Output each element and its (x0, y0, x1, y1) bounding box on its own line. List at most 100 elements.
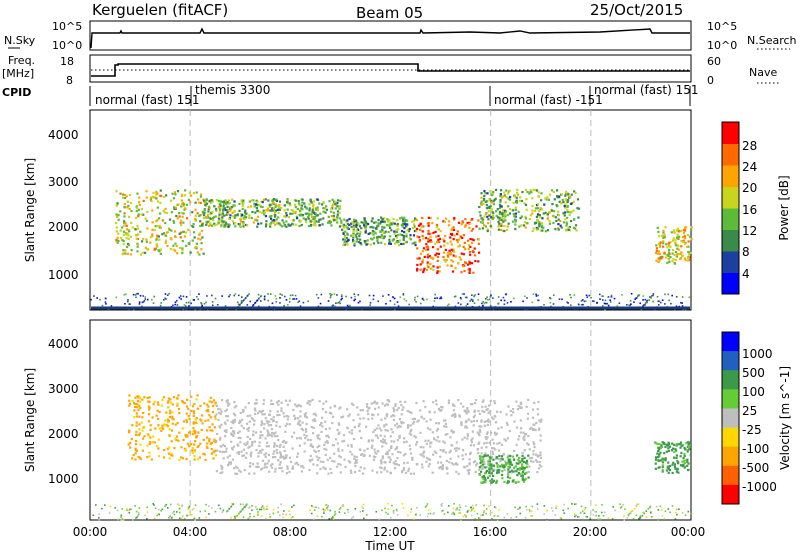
velocity-point (247, 401, 250, 405)
velocity-point (146, 517, 148, 520)
velocity-point (108, 512, 111, 514)
power-point (393, 303, 396, 306)
velocity-point (321, 425, 324, 428)
velocity-point (673, 450, 676, 453)
power-point (450, 243, 453, 246)
power-point (203, 214, 206, 217)
velocity-point (395, 463, 399, 466)
power-point (265, 209, 268, 212)
velocity-point (531, 505, 534, 508)
power-point (395, 230, 398, 233)
velocity-point (514, 469, 517, 473)
velocity-point (661, 457, 664, 460)
velocity-point (402, 507, 405, 509)
power-point (411, 220, 414, 223)
power-point (416, 235, 419, 238)
velocity-point (494, 432, 497, 436)
velocity-point (495, 456, 499, 459)
velocity-point (147, 400, 150, 403)
velocity-point (174, 423, 177, 426)
velocity-point (519, 468, 522, 472)
power-point (169, 247, 172, 251)
velocity-point (218, 438, 222, 441)
power-point (540, 199, 543, 202)
velocity-point (288, 510, 290, 513)
power-point (520, 215, 523, 218)
velocity-point (383, 439, 386, 442)
velocity-point (424, 439, 427, 442)
power-point (618, 302, 621, 305)
velocity-point (362, 503, 365, 506)
velocity-point (469, 451, 472, 454)
velocity-point (414, 436, 418, 439)
power-point (182, 212, 185, 215)
power-point (537, 195, 541, 198)
velocity-point (485, 446, 488, 449)
power-point (163, 299, 165, 301)
velocity-point (486, 407, 489, 411)
power-point (499, 198, 502, 202)
velocity-point (466, 406, 469, 410)
xtick-3: 12:00 (373, 525, 408, 539)
power-point (531, 204, 534, 207)
velocity-point (151, 441, 155, 444)
power-point (521, 190, 524, 194)
power-point (357, 228, 360, 231)
power-point (524, 188, 528, 192)
power-point (276, 208, 279, 211)
velocity-point (378, 427, 381, 430)
power-point (285, 220, 288, 223)
velocity-point (450, 414, 454, 417)
power-point (504, 219, 507, 222)
power-point (598, 293, 601, 296)
power-point (418, 239, 422, 242)
velocity-point (516, 426, 519, 429)
velocity-point (478, 473, 482, 476)
velocity-point (492, 464, 495, 467)
power-point (445, 259, 448, 262)
power-point (545, 198, 548, 201)
power-point (122, 193, 125, 196)
velocity-point (363, 467, 366, 470)
power-point (124, 232, 128, 235)
velocity-point (193, 450, 196, 453)
velocity-point (381, 445, 384, 448)
velocity-point (178, 507, 181, 510)
velocity-point (334, 513, 337, 515)
power-point (660, 257, 663, 260)
velocity-point (237, 444, 240, 447)
velocity-point (517, 462, 520, 465)
velocity-point (458, 415, 461, 418)
velocity-point (461, 438, 464, 441)
velocity-point (497, 427, 500, 430)
power-point (563, 214, 566, 217)
velocity-point (675, 444, 678, 447)
velocity-point (266, 462, 269, 465)
velocity-point (410, 433, 413, 436)
power-point (427, 216, 430, 219)
power-point (258, 297, 261, 299)
velocity-point (474, 402, 477, 405)
velocity-point (250, 443, 253, 446)
power-point (359, 241, 362, 245)
power-point (228, 223, 231, 227)
velocity-point (688, 448, 691, 451)
velocity-point (204, 510, 206, 512)
power-point (152, 191, 155, 195)
velocity-point (259, 410, 262, 413)
velocity-point (487, 404, 491, 407)
velocity-point (457, 398, 460, 402)
velocity-point (496, 471, 499, 475)
power-point (124, 249, 127, 252)
velocity-point (686, 458, 689, 461)
velocity-point (248, 506, 251, 508)
velocity-point (654, 456, 658, 459)
power-point (459, 296, 462, 299)
power-point (332, 214, 336, 217)
power-point (437, 238, 440, 241)
power-point (504, 210, 507, 213)
velocity-point (211, 429, 214, 432)
velocity-point (138, 456, 142, 459)
power-point (642, 305, 644, 308)
power-point (601, 299, 604, 301)
